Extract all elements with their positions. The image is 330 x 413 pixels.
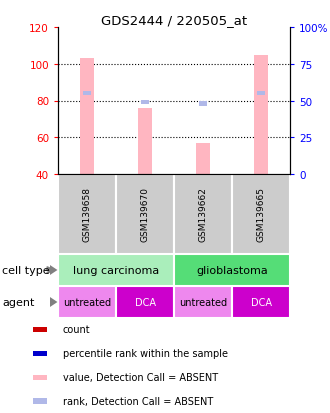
Bar — [254, 55, 268, 175]
Bar — [58, 254, 174, 286]
Text: percentile rank within the sample: percentile rank within the sample — [63, 349, 228, 358]
Bar — [58, 286, 116, 318]
Bar — [141, 100, 149, 105]
Bar — [33, 351, 48, 356]
Bar — [138, 109, 152, 175]
Text: cell type: cell type — [2, 266, 49, 275]
Text: lung carcinoma: lung carcinoma — [73, 266, 159, 275]
Text: agent: agent — [2, 297, 34, 307]
Bar — [33, 399, 48, 404]
Text: DCA: DCA — [135, 297, 155, 307]
Bar — [257, 92, 265, 96]
Bar — [174, 175, 232, 254]
Bar — [174, 286, 232, 318]
Bar — [33, 327, 48, 332]
Text: GSM139665: GSM139665 — [256, 187, 266, 242]
Bar — [83, 92, 91, 96]
Bar — [116, 286, 174, 318]
Text: GSM139662: GSM139662 — [199, 187, 208, 242]
Text: glioblastoma: glioblastoma — [196, 266, 268, 275]
Bar — [232, 175, 290, 254]
Text: GSM139670: GSM139670 — [141, 187, 149, 242]
Bar — [196, 143, 210, 175]
Text: untreated: untreated — [63, 297, 111, 307]
Bar — [116, 175, 174, 254]
Text: GSM139658: GSM139658 — [82, 187, 91, 242]
Bar — [199, 102, 207, 107]
Text: count: count — [63, 325, 90, 335]
Bar — [33, 375, 48, 380]
Text: untreated: untreated — [179, 297, 227, 307]
Bar — [80, 59, 94, 175]
Bar — [232, 286, 290, 318]
Bar — [58, 175, 116, 254]
Text: DCA: DCA — [250, 297, 272, 307]
Bar — [174, 254, 290, 286]
Text: value, Detection Call = ABSENT: value, Detection Call = ABSENT — [63, 372, 218, 382]
Title: GDS2444 / 220505_at: GDS2444 / 220505_at — [101, 14, 247, 27]
Text: rank, Detection Call = ABSENT: rank, Detection Call = ABSENT — [63, 396, 213, 406]
